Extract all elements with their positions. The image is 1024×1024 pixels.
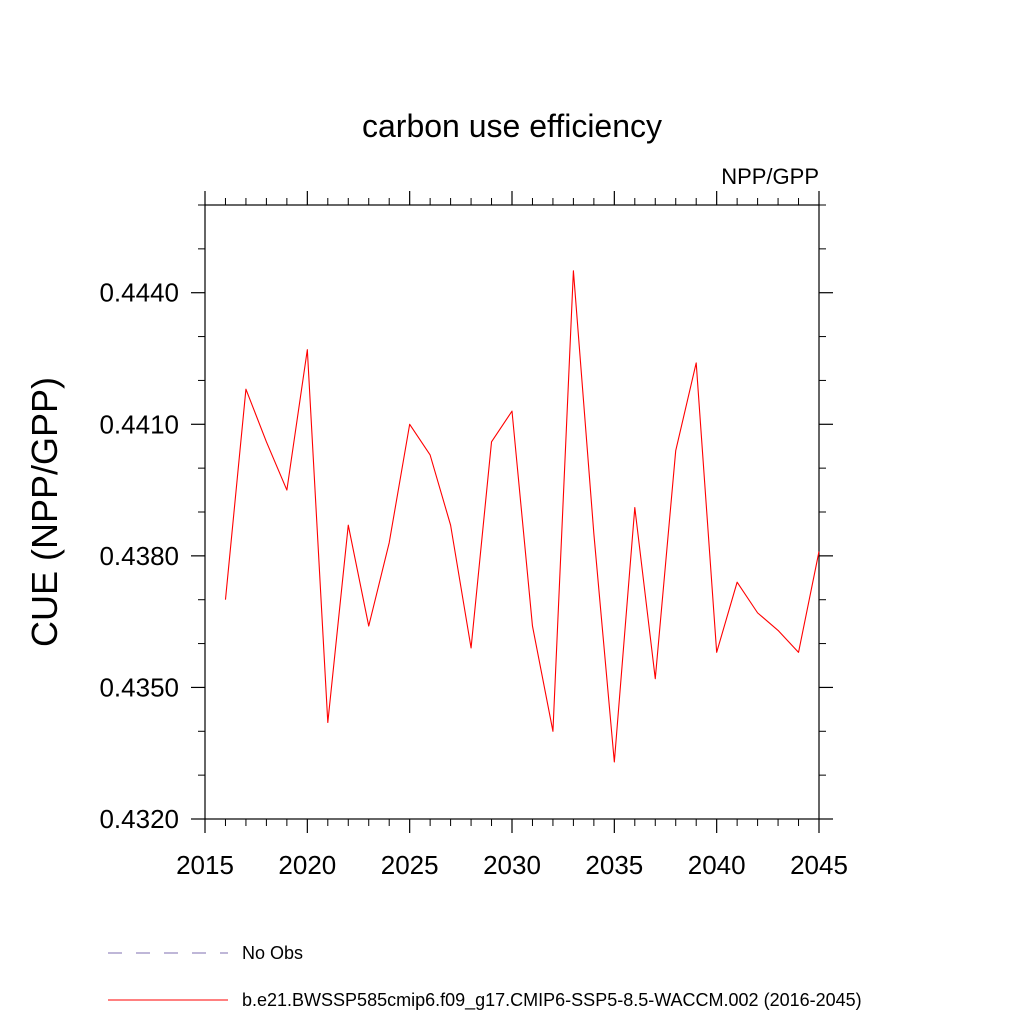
x-tick-label: 2035 <box>585 850 643 880</box>
y-tick-label: 0.4380 <box>99 541 179 571</box>
x-tick-label: 2040 <box>688 850 746 880</box>
x-tick-label: 2025 <box>381 850 439 880</box>
y-axis-label: CUE (NPP/GPP) <box>24 377 65 647</box>
legend-label-1: No Obs <box>242 943 303 963</box>
x-tick-label: 2045 <box>790 850 848 880</box>
x-tick-label: 2020 <box>278 850 336 880</box>
series-line-0 <box>224 270 820 763</box>
plot-frame <box>204 204 820 820</box>
y-tick-label: 0.4350 <box>99 672 179 702</box>
y-tick-label: 0.4320 <box>99 804 179 834</box>
x-tick-label: 2015 <box>176 850 234 880</box>
chart-subtitle: NPP/GPP <box>721 164 819 189</box>
legend-label-0: b.e21.BWSSP585cmip6.f09_g17.CMIP6-SSP5-8… <box>242 990 862 1011</box>
y-tick-label: 0.4410 <box>99 409 179 439</box>
chart-title: carbon use efficiency <box>362 108 662 144</box>
y-tick-label: 0.4440 <box>99 278 179 308</box>
x-tick-label: 2030 <box>483 850 541 880</box>
